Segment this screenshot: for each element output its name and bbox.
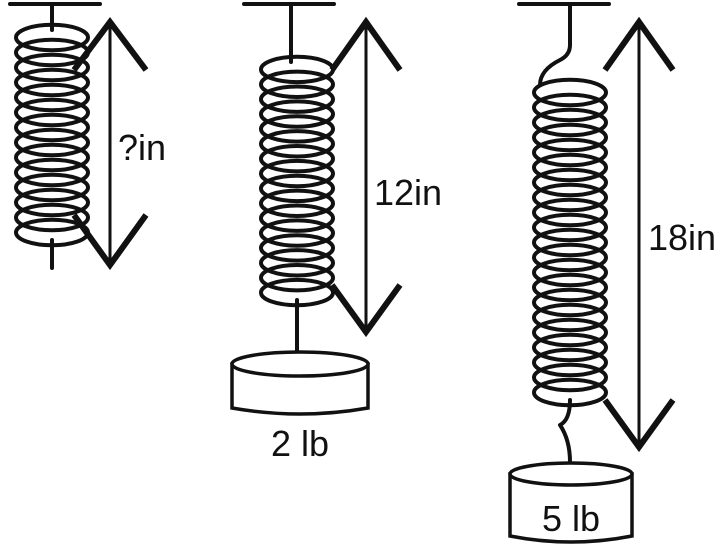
coil-loop [14,172,90,203]
spring-five-pound [517,2,611,464]
coil-loop [532,122,608,153]
length-label-five-pound: 18in [648,217,716,258]
coil-loop [259,84,335,114]
coil-loop [14,52,90,83]
mass-top [508,461,634,487]
coil-loop [532,212,608,243]
coil [259,54,335,308]
coil-loop [259,248,335,278]
mass-body [508,472,634,544]
coil-loop [532,317,608,348]
coil-loop [259,144,335,174]
coil-loop [532,257,608,288]
coil-loop [259,114,335,144]
coil-loop [14,97,90,128]
coil-loop [532,242,608,273]
coil-loop [259,203,335,233]
length-arrow-unloaded [71,17,149,271]
arrowhead-up [329,16,403,72]
coil-loop [532,302,608,333]
coil-loop [14,187,90,218]
mass-top [230,350,370,378]
coil-loop [259,173,335,204]
arrowhead-down [602,398,676,453]
coil-loop [14,112,90,143]
coil-loop [259,188,335,218]
coil-loop [259,233,335,263]
coil [532,77,608,408]
spring-top-hook [538,2,572,87]
spring-unloaded [8,2,102,270]
length-arrow-two-pound [329,16,403,338]
arrowhead-down [329,283,403,338]
coil-loop [14,67,90,98]
coil-loop [532,152,608,183]
length-arrow-five-pound [602,16,676,453]
coil-loop [14,82,90,113]
coil-loop [532,197,608,228]
mass-body [230,362,370,416]
coil-loop [532,362,608,393]
coil-loop [532,347,608,378]
spring-two-pound [242,2,336,354]
coil-loop [14,127,90,158]
coil-loop [532,167,608,198]
coil-loop [532,107,608,138]
coil-loop [259,158,335,189]
coil-loop [259,54,335,85]
arrowhead-up [602,16,676,72]
mass-two-pound [230,350,370,416]
length-label-two-pound: 12in [374,172,442,213]
coil-loop [14,142,90,173]
mass-label-two-pound: 2 lb [271,423,329,464]
coil-loop [259,263,335,293]
arrowhead-up [71,17,149,72]
coil-loop [532,287,608,318]
mass-five-pound [508,461,634,544]
coil-loop [14,157,90,188]
coil-loop [259,99,335,129]
coil [14,22,90,248]
coil-loop [532,272,608,303]
coil-loop [259,129,335,159]
spring-bottom-hook [558,398,572,464]
coil-loop [14,22,90,53]
mass-label-five-pound: 5 lb [542,498,600,539]
coil-loop [532,77,608,108]
coil-loop [532,332,608,363]
length-label-unloaded: ?in [118,127,166,168]
coil-loop [259,218,335,248]
coil-loop [14,202,90,233]
coil-loop [532,92,608,123]
coil-loop [532,227,608,258]
coil-loop [532,182,608,213]
coil-loop [259,69,335,99]
arrowhead-down [71,213,149,271]
coil-loop [532,137,608,168]
